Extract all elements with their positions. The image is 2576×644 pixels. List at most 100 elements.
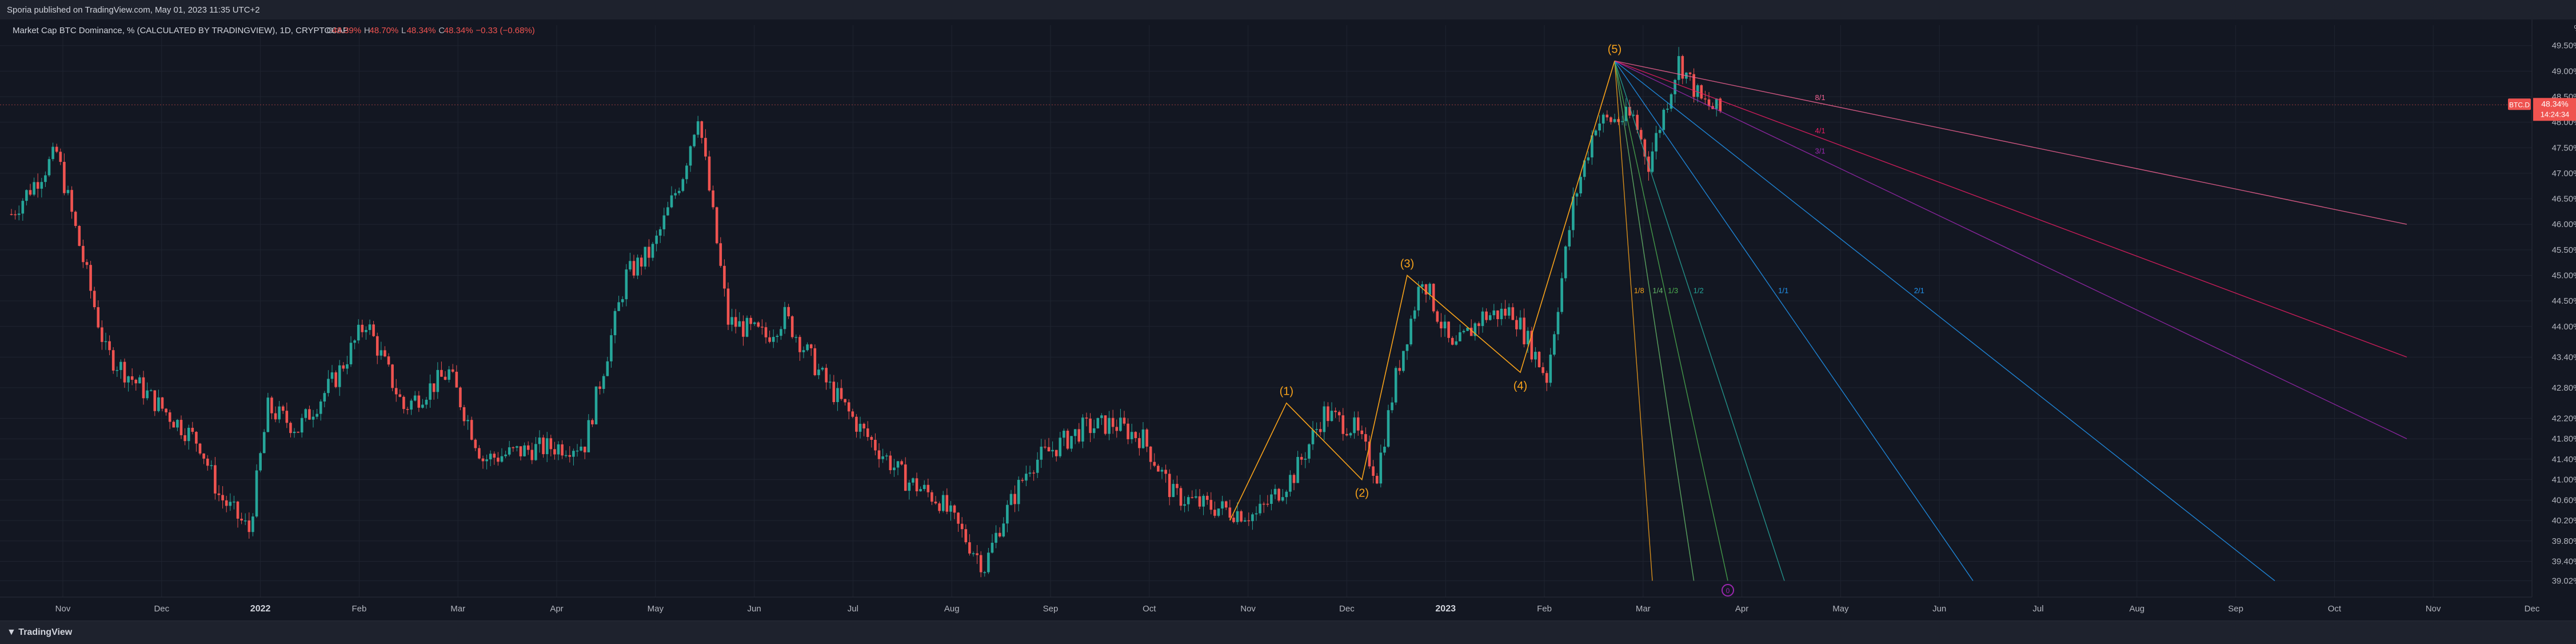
x-tick-label: Jun — [1932, 604, 1946, 614]
candle-body — [594, 386, 598, 424]
candle-body — [787, 307, 790, 317]
candle-body — [149, 390, 153, 392]
candle-body — [1051, 450, 1054, 452]
candle-body — [598, 386, 601, 389]
candle-body — [63, 162, 66, 193]
candle-body — [247, 520, 251, 532]
candle-body — [1266, 503, 1269, 505]
candle-body — [504, 454, 507, 456]
fan-line — [1614, 61, 1785, 581]
wave-label: (2) — [1355, 487, 1369, 500]
candle-body — [97, 307, 100, 328]
candle-body — [1541, 367, 1544, 373]
candle-body — [240, 518, 243, 521]
candle-body — [564, 455, 568, 456]
candle-body — [1334, 411, 1337, 412]
candle-body — [1108, 418, 1111, 434]
candle-body — [346, 364, 349, 369]
price-badge-value: 48.34% — [2541, 99, 2568, 108]
candle-body — [1070, 436, 1073, 449]
candle-body — [29, 190, 32, 195]
candle-body — [236, 501, 239, 519]
candle-body — [195, 432, 198, 444]
candle-body — [561, 444, 564, 456]
price-chart[interactable]: 49.50%49.00%48.50%48.00%47.50%47.00%46.5… — [0, 19, 2576, 621]
candle-body — [266, 397, 270, 432]
candle-body — [1055, 450, 1058, 456]
candle-body — [836, 388, 839, 403]
candle-body — [130, 376, 134, 380]
candle-body — [696, 121, 700, 135]
candle-body — [1421, 284, 1424, 287]
candle-body — [1145, 429, 1148, 447]
candle-body — [745, 317, 749, 337]
candle-body — [342, 365, 345, 369]
candle-body — [1323, 406, 1326, 432]
brand-name: TradingView — [18, 627, 73, 637]
candle-body — [666, 207, 669, 216]
ticker-badge-label: BTC.D — [2509, 101, 2530, 109]
candle-body — [825, 368, 828, 383]
candle-body — [662, 215, 666, 229]
candle-body — [1202, 495, 1205, 507]
candle-body — [1153, 462, 1156, 466]
candle-body — [1704, 98, 1707, 100]
candle-body — [1466, 327, 1469, 331]
wave-label: (3) — [1400, 258, 1414, 271]
candle-body — [1089, 418, 1092, 434]
candle-body — [300, 418, 303, 433]
candle-body — [1213, 510, 1216, 516]
candle-body — [1643, 139, 1647, 157]
candle-body — [270, 397, 273, 414]
candle-body — [1485, 311, 1488, 320]
tradingview-logo[interactable]: ▼ TradingView — [7, 627, 72, 638]
candle-body — [1692, 74, 1695, 97]
candle-body — [1575, 193, 1579, 197]
candle-body — [1066, 431, 1069, 449]
fan-line — [1614, 60, 2275, 581]
candle-body — [111, 350, 115, 371]
price-badge-countdown: 14:24:34 — [2541, 110, 2570, 118]
candle-body — [900, 461, 903, 465]
candle-body — [478, 448, 481, 459]
candle-body — [451, 369, 454, 372]
candle-body — [1455, 341, 1458, 345]
x-tick-label: 2022 — [250, 604, 271, 614]
candle-body — [384, 350, 386, 357]
candle-body — [893, 467, 896, 471]
candle-body — [730, 317, 733, 325]
candle-body — [70, 190, 73, 212]
candle-body — [198, 443, 202, 454]
candle-body — [1285, 491, 1288, 498]
candle-body — [519, 446, 522, 456]
candle-body — [361, 324, 364, 332]
candle-body — [1504, 308, 1507, 316]
candle-body — [55, 146, 58, 152]
candle-body — [274, 413, 277, 420]
candle-body — [1534, 352, 1537, 360]
candle-body — [817, 369, 820, 375]
candle-body — [466, 420, 469, 422]
candle-body — [327, 379, 330, 393]
candle-body — [493, 454, 496, 458]
candle-body — [1605, 114, 1609, 118]
candle-body — [960, 523, 964, 530]
candle-body — [429, 383, 432, 400]
candle-body — [768, 337, 771, 342]
candle-body — [1349, 433, 1352, 436]
candle-body — [1530, 331, 1533, 360]
candle-body — [421, 404, 424, 408]
candle-body — [311, 416, 315, 420]
candle-body — [644, 247, 647, 267]
candle-body — [221, 495, 224, 500]
candle-body — [1700, 85, 1703, 99]
candle-body — [780, 329, 782, 336]
candle-body — [1028, 472, 1032, 474]
fan-line — [1614, 61, 1728, 581]
candle-body — [896, 461, 900, 468]
candle-body — [580, 446, 582, 451]
candle-body — [681, 179, 685, 191]
y-tick-label: 47.00% — [2552, 169, 2576, 178]
candle-body — [1572, 196, 1575, 230]
candle-body — [1149, 446, 1152, 462]
